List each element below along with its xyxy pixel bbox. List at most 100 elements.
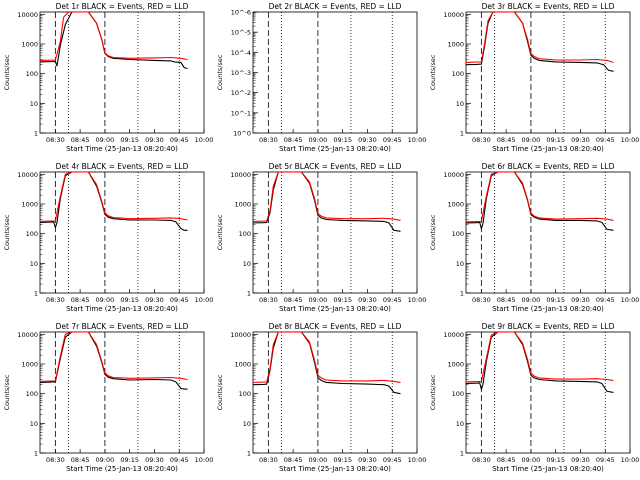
y-tick-label: 1 — [247, 450, 251, 458]
x-tick-label: 09:00 — [522, 296, 541, 304]
chart-svg: Det 5r BLACK = Events, RED = LLD 08:30 08:… — [216, 162, 426, 313]
x-tick-label: 08:45 — [284, 136, 303, 144]
plot-frame — [465, 171, 631, 294]
x-tick-label: 09:15 — [546, 456, 565, 464]
detector-panel-7: Det 7r BLACK = Events, RED = LLD 08:30 08:… — [0, 320, 213, 480]
x-tick-label: 09:45 — [596, 136, 615, 144]
x-tick-label: 08:30 — [259, 296, 278, 304]
plot-frame — [39, 331, 205, 454]
x-tick-label: 09:00 — [522, 456, 541, 464]
y-axis-label: Counts/sec — [429, 214, 437, 250]
x-tick-label: 08:30 — [259, 136, 278, 144]
chart-svg: Det 1r BLACK = Events, RED = LLD 08:30 08:… — [3, 2, 213, 153]
y-axis-label: Counts/sec — [3, 214, 11, 250]
y-tick-label: 10000 — [17, 11, 38, 19]
y-tick-label: 10^-4 — [231, 49, 251, 57]
chart-title: Det 8r BLACK = Events, RED = LLD — [269, 322, 402, 331]
x-tick-label: 10:00 — [408, 136, 426, 144]
y-tick-label: 1 — [460, 290, 464, 298]
x-tick-label: 09:00 — [522, 136, 541, 144]
x-tick-label: 09:00 — [96, 136, 115, 144]
detector-panel-4: Det 4r BLACK = Events, RED = LLD 08:30 08:… — [0, 160, 213, 320]
x-tick-label: 10:00 — [408, 456, 426, 464]
series-line-lld — [40, 172, 188, 222]
x-axis-label: Start Time (25-Jan-13 08:20:40) — [66, 305, 178, 313]
x-tick-label: 08:45 — [497, 456, 516, 464]
x-tick-label: 09:30 — [358, 456, 377, 464]
x-tick-label: 09:45 — [383, 456, 402, 464]
series-line-events — [466, 172, 614, 231]
y-tick-label: 1 — [34, 130, 38, 138]
y-tick-label: 1 — [34, 450, 38, 458]
x-tick-label: 09:00 — [309, 296, 328, 304]
x-tick-label: 09:45 — [170, 296, 189, 304]
x-tick-label: 09:30 — [145, 296, 164, 304]
y-tick-label: 10 — [243, 260, 251, 268]
y-tick-label: 10000 — [230, 331, 251, 339]
x-axis-label: Start Time (25-Jan-13 08:20:40) — [492, 145, 604, 153]
series-line-lld — [466, 172, 614, 223]
x-tick-label: 10:00 — [195, 296, 213, 304]
y-tick-label: 10 — [30, 100, 38, 108]
x-tick-label: 08:45 — [71, 136, 90, 144]
x-tick-label: 08:30 — [259, 456, 278, 464]
y-axis-label: Counts/sec — [216, 374, 224, 410]
series-line-lld — [253, 332, 401, 383]
x-tick-label: 09:15 — [120, 456, 139, 464]
x-tick-label: 08:30 — [472, 456, 491, 464]
y-axis-label: Counts/sec — [216, 54, 224, 90]
x-tick-label: 09:30 — [358, 296, 377, 304]
chart-svg: Det 6r BLACK = Events, RED = LLD 08:30 08:… — [429, 162, 639, 313]
y-tick-label: 1000 — [21, 41, 38, 49]
y-tick-label: 10^-1 — [231, 109, 251, 117]
detector-panel-6: Det 6r BLACK = Events, RED = LLD 08:30 08:… — [426, 160, 639, 320]
detector-panel-3: Det 3r BLACK = Events, RED = LLD 08:30 08:… — [426, 0, 639, 160]
y-tick-label: 1 — [34, 290, 38, 298]
series-line-lld — [466, 12, 614, 63]
y-tick-label: 1000 — [234, 201, 251, 209]
y-tick-label: 1000 — [447, 201, 464, 209]
x-tick-label: 10:00 — [621, 136, 639, 144]
series-line-events — [40, 332, 188, 390]
y-tick-label: 10000 — [17, 171, 38, 179]
y-tick-label: 1 — [247, 290, 251, 298]
y-tick-label: 10 — [243, 420, 251, 428]
y-tick-label: 100 — [26, 230, 38, 238]
y-tick-label: 10^0 — [233, 130, 251, 138]
x-tick-label: 09:30 — [358, 136, 377, 144]
y-tick-label: 10 — [456, 100, 464, 108]
series-line-events — [40, 12, 188, 70]
x-tick-label: 08:30 — [46, 456, 65, 464]
chart-svg: Det 4r BLACK = Events, RED = LLD 08:30 08:… — [3, 162, 213, 313]
detector-panel-1: Det 1r BLACK = Events, RED = LLD 08:30 08:… — [0, 0, 213, 160]
x-tick-label: 09:45 — [170, 136, 189, 144]
x-tick-label: 08:30 — [472, 296, 491, 304]
x-tick-label: 09:45 — [383, 296, 402, 304]
chart-title: Det 1r BLACK = Events, RED = LLD — [56, 2, 189, 11]
x-tick-label: 09:00 — [96, 296, 115, 304]
x-tick-label: 08:30 — [46, 136, 65, 144]
plot-frame — [465, 331, 631, 454]
series-line-lld — [40, 12, 188, 61]
x-axis-label: Start Time (25-Jan-13 08:20:40) — [492, 305, 604, 313]
x-tick-label: 09:00 — [309, 136, 328, 144]
series-line-events — [40, 172, 188, 231]
x-tick-label: 09:15 — [120, 296, 139, 304]
y-axis-label: Counts/sec — [3, 54, 11, 90]
x-tick-label: 08:45 — [497, 296, 516, 304]
x-tick-label: 10:00 — [195, 456, 213, 464]
y-tick-label: 1000 — [234, 361, 251, 369]
chart-title: Det 5r BLACK = Events, RED = LLD — [269, 162, 402, 171]
y-tick-label: 100 — [239, 390, 251, 398]
plot-frame — [252, 171, 418, 294]
plot-frame — [39, 11, 205, 134]
x-tick-label: 09:45 — [596, 296, 615, 304]
x-tick-label: 08:30 — [46, 296, 65, 304]
y-tick-label: 100 — [26, 70, 38, 78]
x-tick-label: 10:00 — [195, 136, 213, 144]
plot-frame — [39, 171, 205, 294]
x-tick-label: 09:15 — [546, 136, 565, 144]
y-axis-label: Counts/sec — [429, 374, 437, 410]
x-tick-label: 09:15 — [333, 456, 352, 464]
